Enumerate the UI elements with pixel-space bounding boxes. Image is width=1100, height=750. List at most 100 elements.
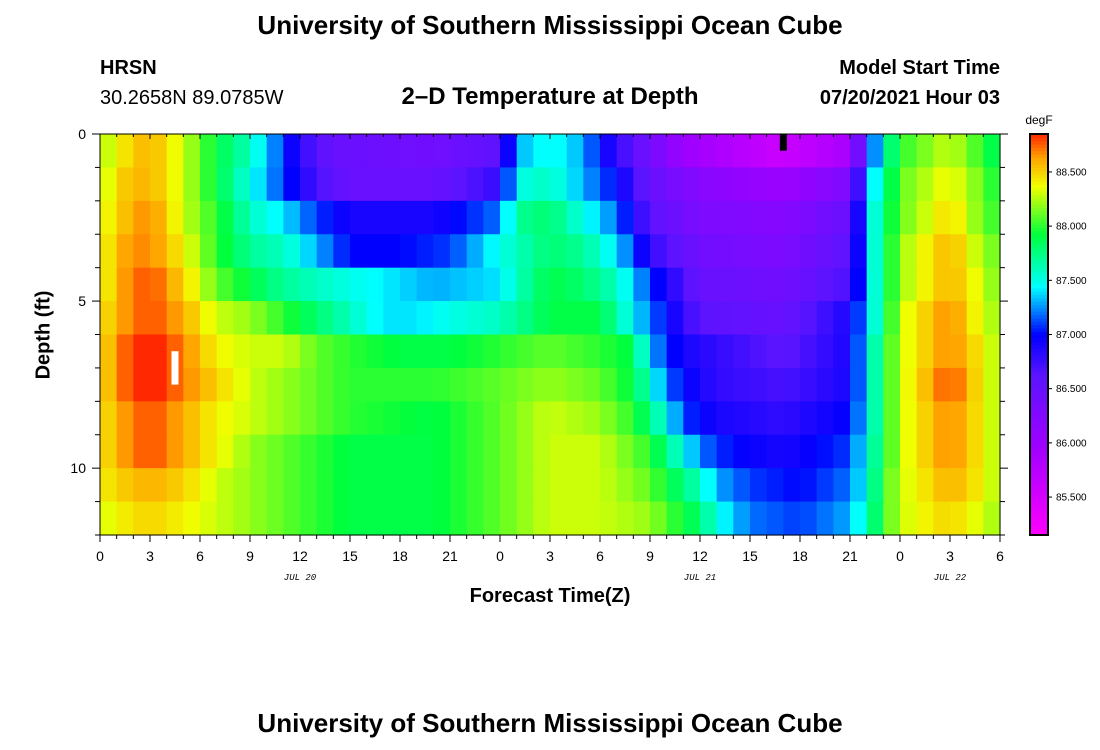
heatmap-cell (966, 367, 984, 402)
heatmap-cell (616, 401, 634, 436)
heatmap-cell (250, 334, 268, 369)
colorbar-segment (1030, 314, 1048, 319)
heatmap-cell (200, 167, 218, 202)
heatmap-cell (550, 234, 568, 269)
heatmap-cell (916, 468, 934, 503)
heatmap-cell (650, 501, 668, 536)
y-tick-label: 5 (78, 293, 86, 309)
heatmap-cell (633, 468, 651, 503)
marker-min (779, 134, 787, 151)
heatmap-cell (166, 434, 184, 469)
colorbar-segment (1030, 474, 1048, 479)
heatmap-cell (650, 301, 668, 336)
heatmap-cell (583, 367, 601, 402)
colorbar-segment (1030, 488, 1048, 493)
heatmap-cell (933, 200, 951, 235)
heatmap-cell (616, 267, 634, 302)
heatmap-cell (716, 134, 734, 169)
heatmap-cell (750, 367, 768, 402)
heatmap-cell (850, 134, 868, 169)
heatmap-cell (750, 200, 768, 235)
heatmap-cell (733, 301, 751, 336)
heatmap-cell (450, 468, 468, 503)
heatmap-cell (916, 301, 934, 336)
heatmap-cell (583, 501, 601, 536)
heatmap-cell (183, 167, 201, 202)
colorbar-segment (1030, 294, 1048, 299)
heatmap-cell (483, 334, 501, 369)
heatmap-cell (116, 434, 134, 469)
heatmap-cell (866, 367, 884, 402)
heatmap-cell (283, 200, 301, 235)
heatmap-cell (366, 267, 384, 302)
heatmap-cell (600, 367, 618, 402)
heatmap-cell (816, 167, 834, 202)
heatmap-cell (883, 200, 901, 235)
heatmap-cell (800, 334, 818, 369)
colorbar-unit: degF (1025, 113, 1052, 127)
heatmap-cell (783, 367, 801, 402)
heatmap-cell (683, 200, 701, 235)
heatmap-cell (316, 301, 334, 336)
heatmap-cell (866, 134, 884, 169)
heatmap-cell (166, 200, 184, 235)
heatmap-cell (366, 434, 384, 469)
heatmap-cell (183, 468, 201, 503)
colorbar-segment (1030, 367, 1048, 372)
heatmap-cell (716, 234, 734, 269)
colorbar-segment (1030, 244, 1048, 249)
heatmap-cell (516, 501, 534, 536)
colorbar-segment (1030, 344, 1048, 349)
heatmap-cell (150, 200, 168, 235)
heatmap-cell (966, 334, 984, 369)
heatmap-cell (483, 401, 501, 436)
heatmap-cell (133, 434, 151, 469)
heatmap-cell (583, 234, 601, 269)
heatmap-cell (616, 367, 634, 402)
heatmap-cell (150, 134, 168, 169)
heatmap-cell (250, 167, 268, 202)
heatmap-cell (983, 501, 1001, 536)
colorbar-segment (1030, 190, 1048, 195)
colorbar-segment (1030, 514, 1048, 519)
heatmap-cell (150, 434, 168, 469)
heatmap-cell (383, 367, 401, 402)
heatmap-cell (950, 501, 968, 536)
heatmap-cell (933, 134, 951, 169)
heatmap-cell (400, 200, 418, 235)
colorbar-segment (1030, 250, 1048, 255)
heatmap-cell (333, 134, 351, 169)
heatmap-cell (966, 267, 984, 302)
heatmap-cell (700, 200, 718, 235)
heatmap-cell (883, 134, 901, 169)
colorbar-segment (1030, 291, 1048, 295)
heatmap-cell (783, 334, 801, 369)
heatmap-cell (283, 434, 301, 469)
heatmap-cell (883, 167, 901, 202)
heatmap-cell (650, 200, 668, 235)
heatmap-cell (700, 401, 718, 436)
colorbar-segment (1030, 324, 1048, 329)
heatmap-cell (333, 367, 351, 402)
heatmap-cell (150, 234, 168, 269)
heatmap-cell (116, 468, 134, 503)
heatmap-cell (316, 134, 334, 169)
heatmap-cell (383, 200, 401, 235)
heatmap-cell (500, 167, 518, 202)
plot-title: 2–D Temperature at Depth (401, 83, 699, 110)
heatmap-cell (216, 367, 234, 402)
heatmap-cell (200, 501, 218, 536)
heatmap-cell (433, 301, 451, 336)
heatmap-cell (450, 334, 468, 369)
heatmap-cell (716, 167, 734, 202)
heatmap-cell (816, 334, 834, 369)
heatmap-cell (533, 301, 551, 336)
colorbar-segment (1030, 434, 1048, 439)
heatmap-cell (766, 167, 784, 202)
heatmap-cell (816, 401, 834, 436)
heatmap-cell (633, 367, 651, 402)
heatmap-cell (833, 167, 851, 202)
heatmap-cell (600, 401, 618, 436)
chart-title: University of Southern Mississippi Ocean… (257, 10, 843, 40)
heatmap-cell (650, 468, 668, 503)
